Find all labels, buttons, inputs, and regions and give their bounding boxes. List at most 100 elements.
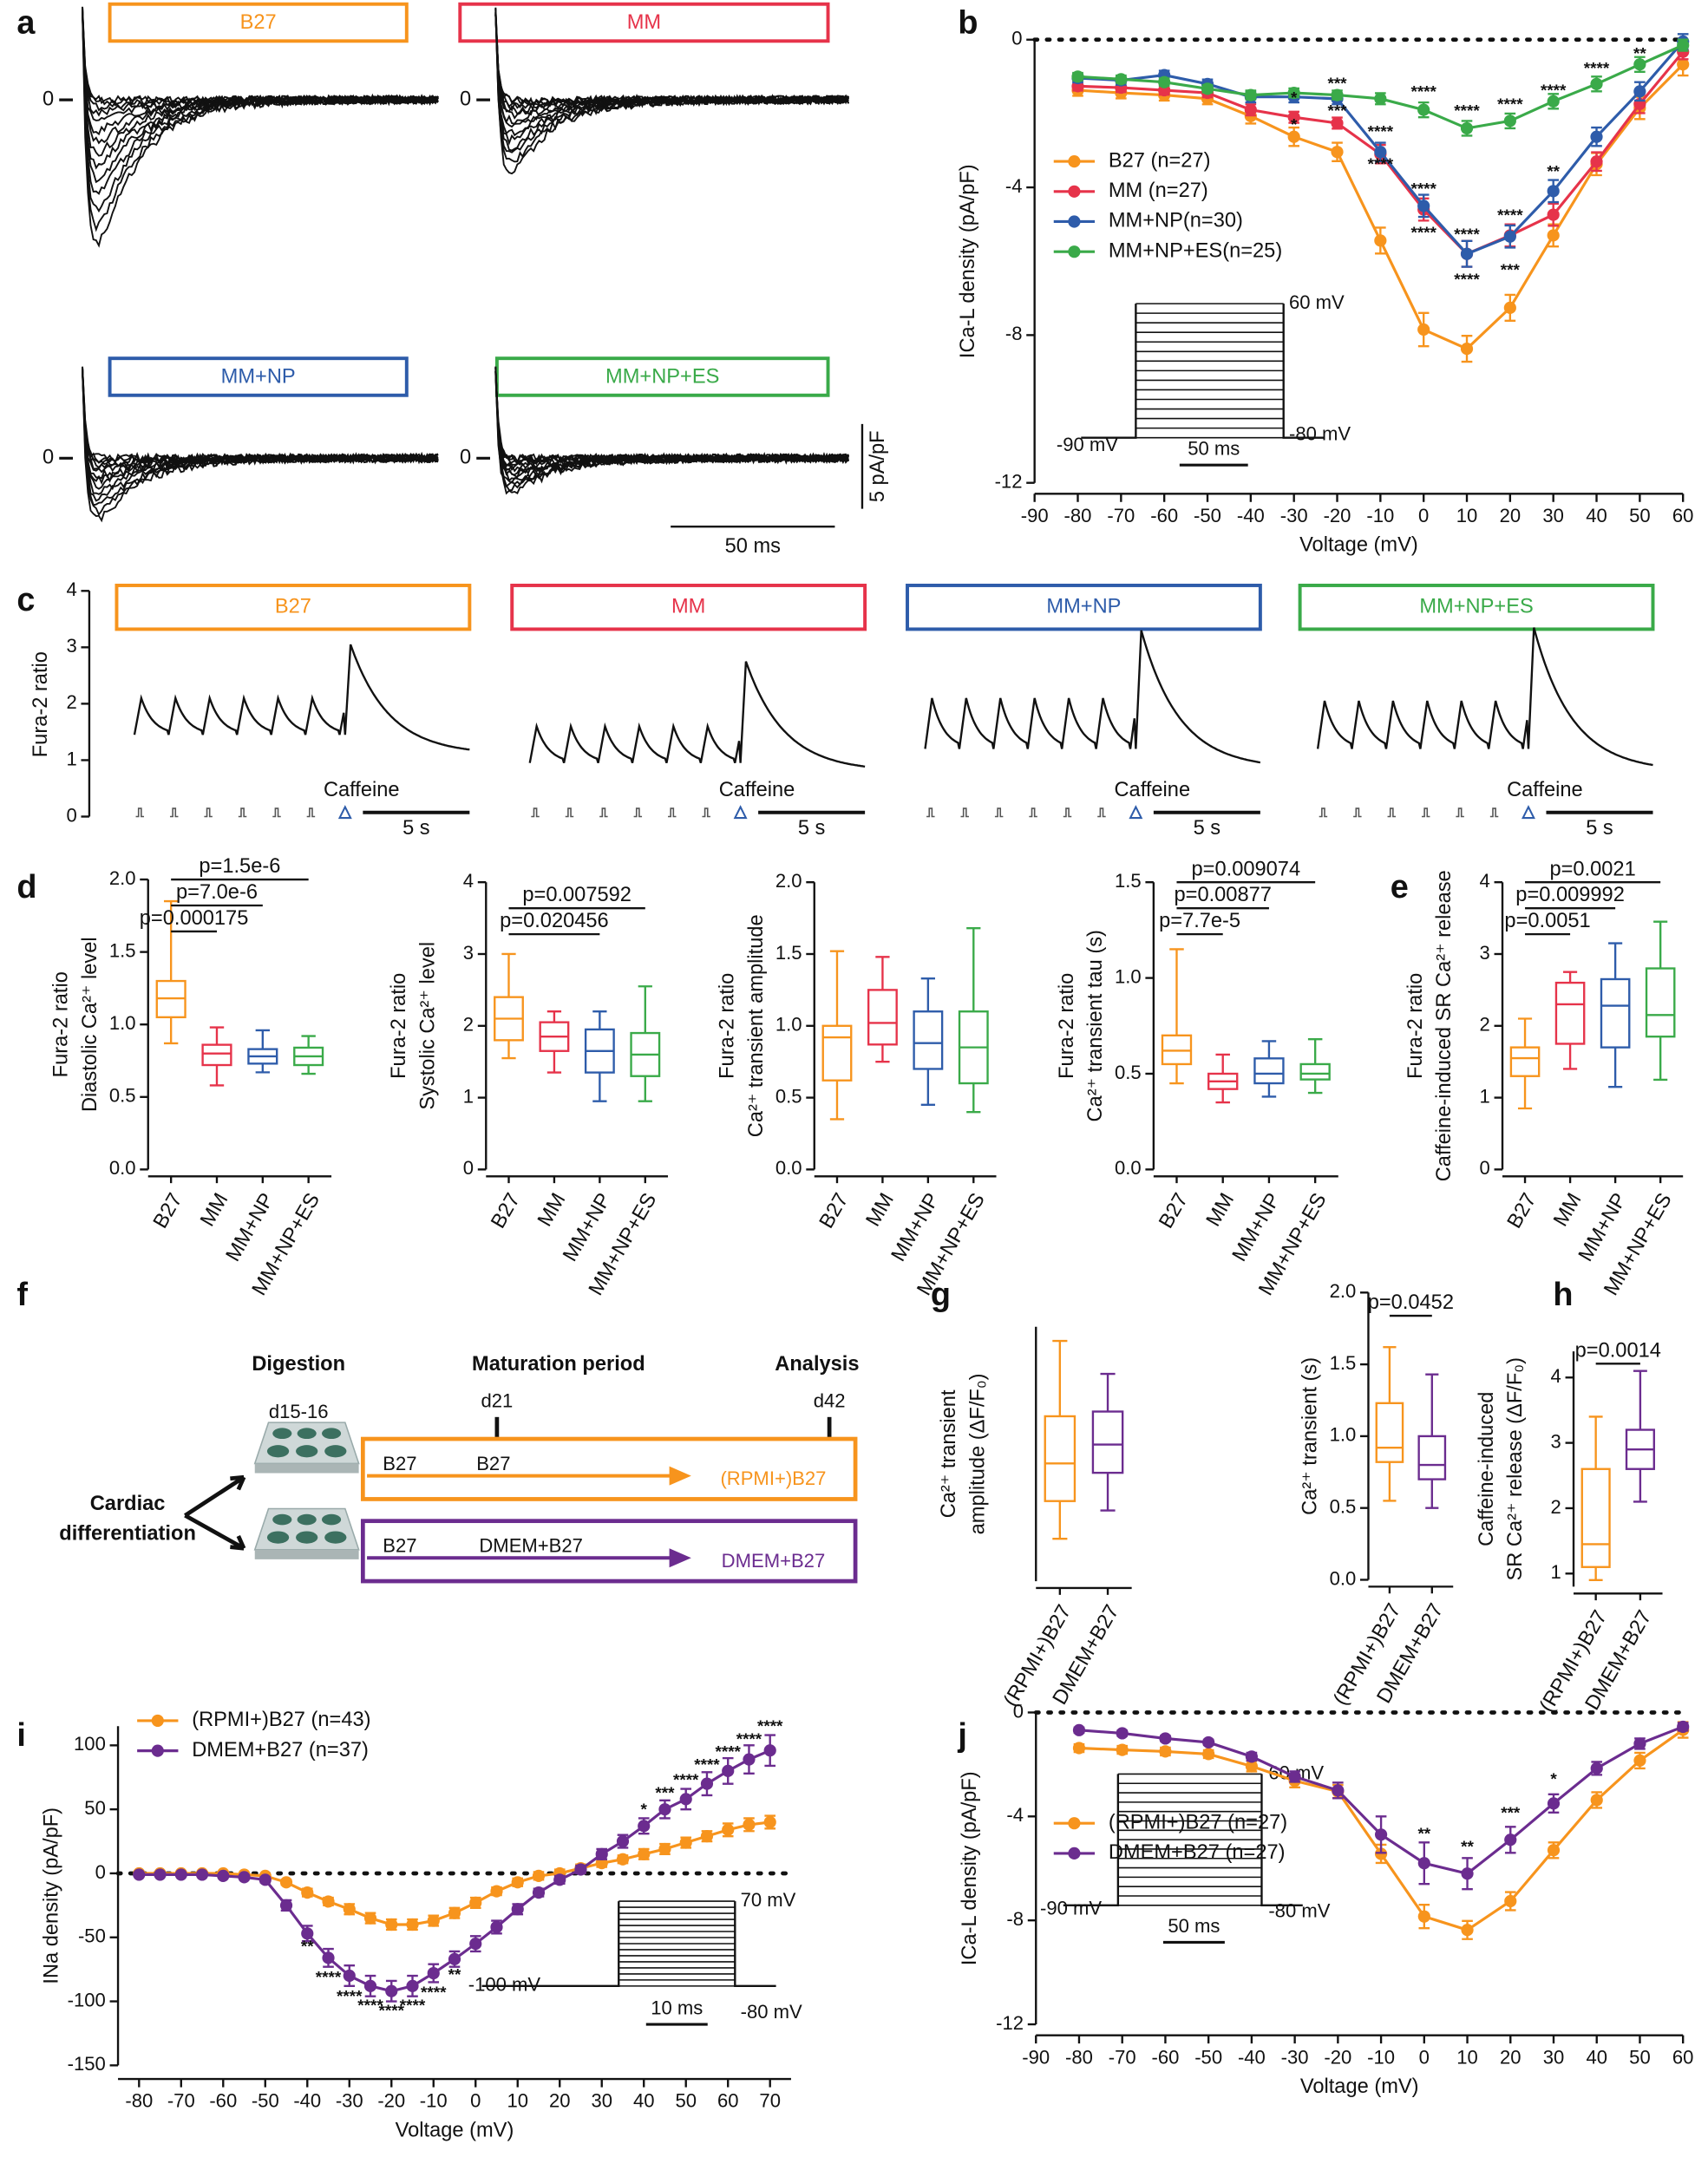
data-point (322, 1951, 335, 1964)
significance-stars: ** (1461, 1838, 1474, 1856)
protocol-label: -90 mV (1040, 1897, 1102, 1918)
y-axis-label: Diastolic Ca²⁺ level (79, 937, 101, 1112)
panel-label: e (1391, 869, 1409, 905)
x-tick-label: 20 (1500, 505, 1521, 526)
p-value: p=0.009074 (1192, 858, 1301, 880)
significance-stars: ** (1633, 45, 1646, 63)
current-trace (494, 12, 850, 163)
y-axis-label: Fura-2 ratio (1056, 973, 1078, 1079)
data-point (1331, 116, 1344, 130)
y-tick-label: 2 (1551, 1496, 1561, 1518)
panel-label: a (16, 4, 36, 41)
current-trace (494, 14, 849, 112)
stimulus-pulse (1097, 807, 1106, 818)
protocol-outline (1081, 304, 1325, 439)
significance-stars: **** (379, 2002, 405, 2020)
data-point (1332, 1784, 1345, 1797)
timeline-label: DMEM+B27 (722, 1550, 826, 1572)
y-tick-label: 1.5 (109, 939, 136, 961)
data-point (322, 1895, 335, 1908)
split-arrow (184, 1474, 246, 1551)
data-point (1503, 301, 1516, 314)
significance-stars: *** (1501, 261, 1521, 279)
legend-marker (1068, 215, 1081, 228)
timeline-box (360, 1519, 858, 1584)
panel-label: f (16, 1277, 28, 1313)
day-label: d15-16 (269, 1401, 329, 1422)
box (1091, 1410, 1124, 1474)
data-point (1159, 1732, 1172, 1745)
box (1645, 967, 1676, 1038)
x-tick-label: 20 (549, 2090, 571, 2112)
y-tick-label: 2.0 (775, 870, 802, 892)
data-point (1547, 1844, 1561, 1857)
condition-label: MM (627, 11, 661, 34)
stimulus-pulse (960, 807, 969, 818)
data-point (1245, 1760, 1258, 1773)
x-tick-label: 30 (1543, 2046, 1565, 2068)
legend-label: MM+NP(n=30) (1109, 210, 1243, 232)
box (1417, 1435, 1447, 1480)
data-point (638, 1820, 651, 1833)
calcium-trace (133, 644, 470, 751)
x-tick-label: -30 (336, 2090, 363, 2112)
legend-label: DMEM+B27 (n=27) (1109, 1841, 1286, 1864)
y-tick-label: 50 (84, 1797, 106, 1819)
legend-marker (1068, 1817, 1081, 1830)
panel-label: c (16, 582, 35, 618)
data-point (1159, 1745, 1172, 1758)
y-tick-label: 1.0 (775, 1014, 802, 1036)
condition-box (458, 2, 830, 43)
box (1509, 1046, 1541, 1077)
y-tick-label: 1.0 (1330, 1424, 1357, 1446)
y-tick-label: 2 (463, 1014, 474, 1036)
data-point (427, 1914, 440, 1927)
significance-stars: **** (736, 1730, 762, 1748)
data-point (1374, 92, 1387, 105)
significance-stars: ** (1417, 1825, 1430, 1843)
caffeine-marker (337, 805, 352, 820)
data-point (1116, 1743, 1129, 1756)
x-tick-label: -10 (1366, 505, 1394, 526)
legend-marker (1068, 245, 1081, 258)
x-tick-label: 60 (1672, 505, 1694, 526)
y-tick-label: 1.5 (1330, 1352, 1357, 1374)
y-tick-label: 1 (1480, 1085, 1490, 1107)
data-point (1460, 343, 1474, 356)
data-point (301, 1886, 314, 1899)
data-point (406, 1918, 419, 1931)
current-trace (82, 368, 439, 507)
data-point (1287, 111, 1300, 124)
x-tick-label: B27 (1155, 1189, 1193, 1232)
y-axis-label: Fura-2 ratio (1404, 973, 1427, 1079)
x-tick-label: -40 (1237, 505, 1265, 526)
data-point (490, 1885, 503, 1898)
plate-icon (253, 1507, 360, 1559)
y-axis-label: Fura-2 ratio (29, 651, 52, 757)
y-tick-label: 0.0 (775, 1157, 802, 1179)
y-axis-label: Ca²⁺ transient amplitude (745, 914, 768, 1137)
protocol-label: -80 mV (741, 2001, 802, 2023)
box (867, 989, 898, 1046)
y-tick-label: 1.5 (775, 942, 802, 964)
box (1375, 1402, 1404, 1463)
data-point (343, 1903, 356, 1916)
protocol-label: 70 mV (741, 1889, 796, 1911)
y-tick-label: 4 (1480, 870, 1490, 892)
y-tick-label: 3 (66, 635, 76, 657)
y-axis-label: ICa-L density (pA/pF) (957, 164, 979, 358)
y-tick-label: 0 (1011, 28, 1022, 49)
time-scale-label: 5 s (798, 817, 826, 840)
significance-stars: **** (1454, 102, 1480, 121)
y-tick-label: 1 (463, 1085, 474, 1107)
y-axis-label: Fura-2 ratio (388, 973, 410, 1079)
arrow-head (669, 1548, 691, 1568)
p-value: p=0.0452 (1368, 1291, 1454, 1314)
stage-header: Digestion (252, 1353, 345, 1376)
y-tick-label: -12 (995, 471, 1023, 493)
significance-stars: **** (1497, 96, 1523, 114)
x-axis-label: Voltage (mV) (1300, 2075, 1419, 2098)
zero-label: 0 (43, 88, 54, 110)
data-point (638, 1847, 651, 1860)
data-point (763, 1815, 776, 1829)
